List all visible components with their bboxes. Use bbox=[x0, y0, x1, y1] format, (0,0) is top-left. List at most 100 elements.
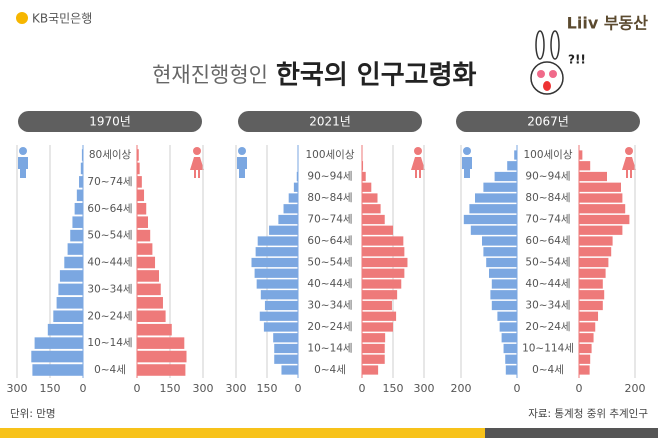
bar bbox=[362, 311, 397, 321]
bar bbox=[31, 350, 83, 363]
panel-title: 2067년 bbox=[527, 115, 569, 129]
bar bbox=[137, 256, 156, 269]
bar bbox=[67, 243, 83, 255]
bar bbox=[362, 268, 405, 278]
bar bbox=[137, 149, 139, 161]
bar bbox=[362, 214, 385, 225]
bar bbox=[137, 364, 186, 376]
bar bbox=[53, 310, 83, 323]
bar bbox=[58, 283, 83, 296]
bar bbox=[362, 171, 366, 182]
bar bbox=[254, 268, 298, 278]
rabbit-icon bbox=[530, 30, 564, 95]
bar bbox=[137, 337, 185, 349]
bar bbox=[137, 297, 163, 309]
bar bbox=[494, 171, 517, 182]
x-tick-label: 300 bbox=[226, 382, 247, 395]
person-icon bbox=[19, 147, 27, 155]
bar bbox=[362, 247, 405, 257]
x-tick-label: 0 bbox=[576, 382, 583, 395]
category-label: 60~64세 bbox=[525, 235, 570, 247]
bar bbox=[362, 225, 393, 235]
category-label: 80~84세 bbox=[307, 192, 352, 204]
bar bbox=[579, 300, 603, 311]
category-label: 50~54세 bbox=[87, 230, 132, 242]
bar bbox=[137, 283, 161, 296]
bar bbox=[137, 162, 140, 175]
bar bbox=[137, 176, 142, 188]
bar bbox=[362, 343, 385, 354]
category-label: 20~24세 bbox=[525, 321, 570, 333]
bar bbox=[579, 333, 594, 343]
x-tick-label: 300 bbox=[7, 382, 28, 395]
brand: Liiv 부동산 bbox=[567, 14, 649, 33]
bar bbox=[514, 150, 517, 160]
bar bbox=[362, 279, 402, 289]
category-label: 90~94세 bbox=[307, 171, 352, 183]
category-label: 90~94세 bbox=[525, 171, 570, 183]
bar bbox=[76, 189, 83, 202]
category-label: 10~14세 bbox=[307, 343, 352, 355]
bar bbox=[491, 279, 517, 289]
bar bbox=[137, 216, 148, 228]
bar bbox=[507, 161, 517, 171]
x-tick-label: 0 bbox=[80, 382, 87, 395]
bar bbox=[74, 202, 83, 215]
category-label: 100세이상 bbox=[305, 149, 354, 161]
bar bbox=[137, 323, 172, 336]
bar bbox=[137, 229, 151, 242]
bar bbox=[70, 229, 83, 242]
x-tick-label: 150 bbox=[160, 382, 181, 395]
person-icon bbox=[463, 147, 471, 155]
bar bbox=[579, 236, 613, 246]
bar bbox=[362, 322, 393, 332]
bar bbox=[274, 343, 298, 354]
category-label: 30~34세 bbox=[307, 300, 352, 312]
x-tick-label: 300 bbox=[193, 382, 214, 395]
category-label: 70~74세 bbox=[87, 176, 132, 188]
category-label: 0~4세 bbox=[94, 364, 126, 376]
panel-header bbox=[456, 111, 640, 132]
bar bbox=[362, 333, 386, 343]
category-label: 40~44세 bbox=[307, 278, 352, 290]
bar bbox=[137, 189, 145, 202]
category-label: 20~24세 bbox=[87, 310, 132, 322]
bar bbox=[489, 268, 517, 278]
bar bbox=[263, 322, 298, 332]
bar bbox=[81, 149, 83, 161]
panel-header bbox=[238, 111, 422, 132]
bar bbox=[497, 311, 517, 321]
person-icon bbox=[414, 147, 422, 155]
bar bbox=[362, 300, 392, 311]
panel-title: 2021년 bbox=[309, 115, 351, 129]
bar bbox=[256, 279, 298, 289]
bar bbox=[255, 247, 298, 257]
bar bbox=[579, 161, 591, 171]
x-tick-label: 150 bbox=[40, 382, 61, 395]
bar bbox=[362, 257, 408, 268]
bar bbox=[283, 204, 298, 214]
bar bbox=[482, 236, 517, 246]
bar bbox=[260, 290, 298, 300]
person-icon bbox=[238, 147, 246, 155]
bar bbox=[34, 337, 83, 349]
category-label: 80세이상 bbox=[89, 149, 132, 161]
bar bbox=[251, 257, 298, 268]
bar bbox=[491, 300, 517, 311]
bar bbox=[505, 354, 517, 364]
bar bbox=[486, 257, 517, 268]
person-icon bbox=[193, 147, 201, 155]
bar bbox=[137, 243, 153, 255]
bar bbox=[362, 182, 372, 192]
bar bbox=[273, 333, 298, 343]
person-icon bbox=[462, 157, 472, 178]
bar bbox=[579, 171, 607, 182]
footer-bar-dark bbox=[485, 428, 658, 438]
x-tick-label: 0 bbox=[359, 382, 366, 395]
category-label: 50~54세 bbox=[307, 257, 352, 269]
bar bbox=[32, 364, 83, 376]
person-icon bbox=[411, 157, 425, 178]
bar bbox=[579, 279, 603, 289]
bar bbox=[499, 322, 517, 332]
